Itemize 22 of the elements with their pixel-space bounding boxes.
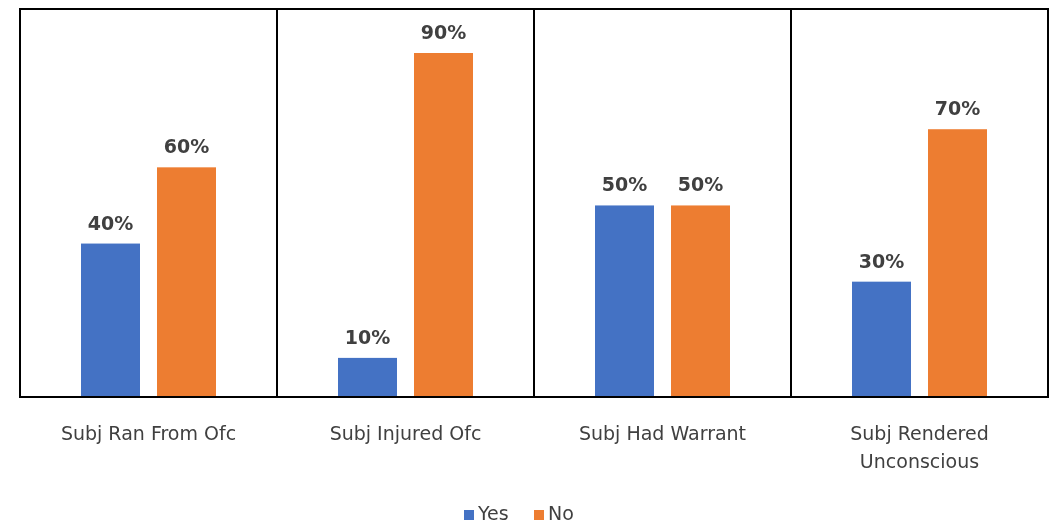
- x-tick-label: Subj Ran From Ofc: [60, 422, 237, 444]
- bar: [595, 205, 654, 396]
- bar: [928, 129, 987, 396]
- data-label: 10%: [344, 325, 391, 348]
- bar: [671, 205, 730, 396]
- data-label: 90%: [420, 21, 467, 43]
- bar: [338, 357, 397, 396]
- data-label: 50%: [677, 173, 724, 196]
- data-label: 30%: [858, 249, 905, 272]
- x-tick-label: Subj Rendered Unconscious: [850, 422, 989, 472]
- data-label: 70%: [934, 97, 981, 120]
- bar: [81, 243, 140, 396]
- legend-label: No: [548, 502, 574, 524]
- data-label: 60%: [163, 135, 210, 158]
- x-tick-label: Subj Injured Ofc: [329, 422, 482, 444]
- data-label: 50%: [601, 173, 648, 196]
- x-tick-label: Subj Had Warrant: [578, 422, 747, 444]
- legend-label: Yes: [477, 502, 509, 524]
- bar: [414, 53, 473, 396]
- bar: [852, 281, 911, 396]
- data-label: 40%: [87, 211, 134, 234]
- bar: [157, 167, 216, 396]
